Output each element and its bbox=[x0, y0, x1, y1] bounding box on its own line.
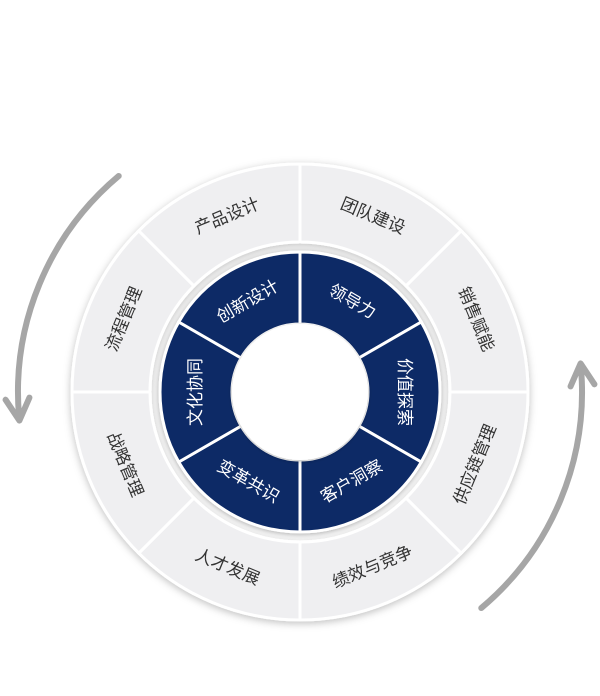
right-arrow-head bbox=[567, 360, 598, 390]
inner-segment-5-label: 文化协同 bbox=[186, 358, 206, 426]
right-arrow bbox=[478, 360, 598, 612]
center-circle bbox=[232, 324, 368, 460]
outer-segment-4: 绩效与竞争 bbox=[298, 495, 464, 622]
inner-segment-3: 客户洞察 bbox=[298, 423, 424, 534]
outer-segment-7: 流程管理 bbox=[70, 228, 197, 394]
outer-segment-2: 销售赋能 bbox=[403, 228, 530, 394]
left-arrow-shaft bbox=[15, 172, 122, 420]
left-arrow-head bbox=[2, 394, 33, 424]
left-arrow bbox=[2, 172, 122, 424]
inner-segment-6: 创新设计 bbox=[176, 250, 302, 361]
outer-segment-8-shape bbox=[136, 162, 302, 289]
cycle-arrows bbox=[2, 172, 598, 612]
outer-segment-8: 产品设计 bbox=[136, 162, 302, 289]
inner-segment-2-label: 价值探索 bbox=[394, 358, 414, 426]
outer-segment-3: 供应链管理 bbox=[403, 390, 530, 556]
right-arrow-shaft bbox=[478, 364, 585, 612]
outer-segment-5: 人才发展 bbox=[136, 495, 302, 622]
